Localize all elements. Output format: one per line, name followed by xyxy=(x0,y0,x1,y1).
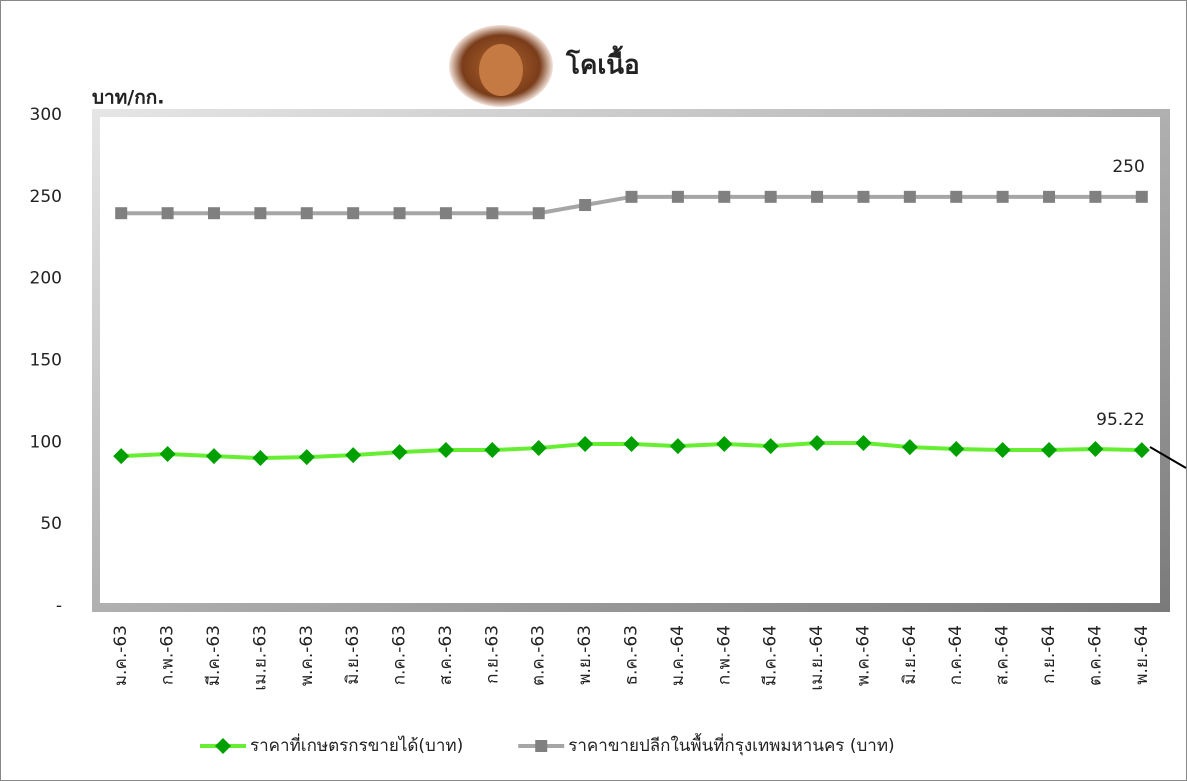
x-tick-label: มี.ค.-63 xyxy=(204,625,224,686)
x-tick-label: ก.ย.-64 xyxy=(1039,625,1059,684)
x-tick-label: พ.ย.-64 xyxy=(1132,625,1152,685)
marker xyxy=(484,442,501,459)
x-tick-label: ก.ค.-63 xyxy=(390,625,410,685)
marker xyxy=(948,441,965,458)
x-tick-label: พ.ย.-63 xyxy=(575,625,595,685)
marker xyxy=(1089,190,1102,203)
marker xyxy=(579,199,592,212)
x-tick-label: ธ.ค.-63 xyxy=(622,625,642,685)
y-tick-label: 300 xyxy=(30,105,62,125)
marker xyxy=(437,442,454,459)
marker xyxy=(994,442,1011,459)
arrow xyxy=(1149,446,1187,469)
marker xyxy=(298,449,315,466)
marker xyxy=(252,450,269,467)
marker xyxy=(577,435,594,452)
marker xyxy=(903,190,916,203)
marker xyxy=(809,434,826,451)
marker xyxy=(901,439,918,456)
x-tick-label: ต.ค.-63 xyxy=(529,625,549,686)
marker xyxy=(161,207,174,220)
data-label: 95.22 xyxy=(1096,410,1145,430)
cow-head xyxy=(479,44,523,96)
marker xyxy=(205,448,222,465)
marker xyxy=(115,207,128,220)
x-tick-label: เม.ย.-63 xyxy=(250,625,270,691)
plot-area xyxy=(100,117,1160,603)
marker xyxy=(1043,190,1056,203)
marker xyxy=(1041,442,1058,459)
marker xyxy=(764,190,777,203)
marker xyxy=(439,207,452,220)
marker xyxy=(347,207,360,220)
marker xyxy=(393,207,406,220)
marker xyxy=(718,190,731,203)
x-tick-label: ส.ค.-64 xyxy=(993,625,1013,685)
marker xyxy=(669,438,686,455)
marker xyxy=(811,190,824,203)
x-tick-label: มิ.ย.-63 xyxy=(343,625,363,685)
marker xyxy=(1087,441,1104,458)
marker xyxy=(532,207,545,220)
y-tick-label: 50 xyxy=(40,514,62,534)
marker xyxy=(254,207,267,220)
marker xyxy=(159,445,176,462)
y-axis-label: บาท/กก. xyxy=(92,87,164,109)
x-tick-label: เม.ย.-64 xyxy=(807,625,827,691)
legend-label: ราคาที่เกษตรกรขายได้(บาท) xyxy=(250,733,463,756)
marker xyxy=(857,190,870,203)
marker xyxy=(535,740,548,752)
x-tick-label: ก.ค.-64 xyxy=(946,625,966,685)
x-tick-label: ส.ค.-63 xyxy=(436,625,456,685)
x-tick-label: มี.ค.-64 xyxy=(761,625,781,686)
x-tick-label: พ.ค.-64 xyxy=(853,625,873,686)
marker xyxy=(207,207,220,220)
marker xyxy=(1135,190,1148,203)
x-tick-label: พ.ค.-63 xyxy=(297,625,317,686)
marker xyxy=(950,190,963,203)
x-tick-label: ก.ย.-63 xyxy=(482,625,502,684)
marker xyxy=(215,738,231,754)
y-tick-label: 150 xyxy=(30,351,62,371)
y-tick-label: 200 xyxy=(30,269,62,289)
marker xyxy=(855,434,872,451)
x-tick-label: ม.ค.-63 xyxy=(111,625,131,686)
marker xyxy=(345,447,362,464)
legend-label: ราคาขายปลีกในพื้นที่กรุงเทพมหานคร (บาท) xyxy=(568,733,894,756)
x-tick-label: ต.ค.-64 xyxy=(1085,625,1105,686)
marker xyxy=(486,207,499,220)
x-tick-label: ก.พ.-63 xyxy=(158,625,178,685)
marker xyxy=(530,440,547,457)
y-tick-label: 250 xyxy=(30,187,62,207)
marker xyxy=(113,448,130,465)
y-tick-label: 100 xyxy=(30,432,62,452)
marker xyxy=(1133,442,1150,459)
marker xyxy=(716,435,733,452)
data-label: 250 xyxy=(1112,157,1144,177)
marker xyxy=(671,190,684,203)
marker xyxy=(996,190,1009,203)
marker xyxy=(625,190,638,203)
chart-title: โคเนื้อ xyxy=(565,45,640,81)
x-tick-label: มิ.ย.-64 xyxy=(900,625,920,685)
marker xyxy=(762,438,779,455)
marker xyxy=(391,444,408,461)
x-tick-label: ก.พ.-64 xyxy=(714,625,734,685)
y-tick-label: - xyxy=(56,596,62,616)
marker xyxy=(623,435,640,452)
marker xyxy=(300,207,313,220)
x-tick-label: ม.ค.-64 xyxy=(668,625,688,686)
